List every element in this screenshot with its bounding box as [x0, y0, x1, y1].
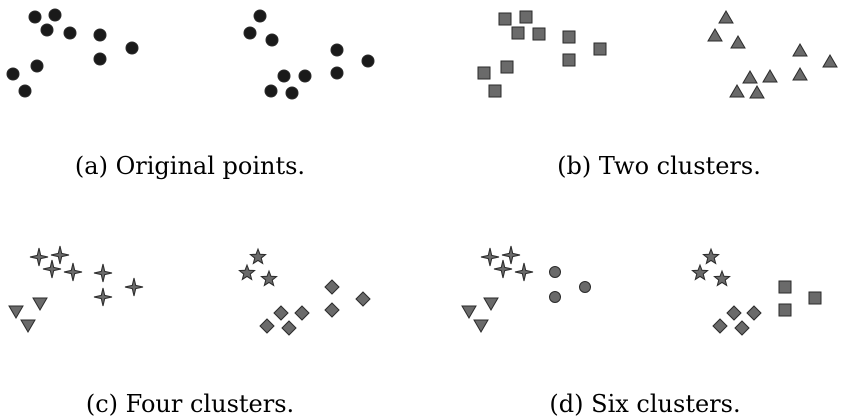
panel-a-markers [6, 8, 375, 100]
star4-marker [29, 247, 49, 267]
triangle-down-marker [483, 297, 499, 311]
circle-marker [579, 281, 591, 293]
diamond-marker [726, 305, 742, 321]
triangle-down-marker [20, 319, 36, 333]
panel-b-caption: (b) Two clusters. [557, 152, 761, 180]
circle-marker [93, 52, 107, 66]
circle-marker [243, 26, 257, 40]
star4-marker [42, 259, 62, 279]
square-marker [562, 30, 576, 44]
panel-a-caption: (a) Original points. [75, 152, 305, 180]
circle-marker [265, 33, 279, 47]
star4-marker [50, 245, 70, 265]
square-marker [778, 303, 792, 317]
star4-marker [501, 245, 521, 265]
square-marker [808, 291, 822, 305]
triangle-down-marker [473, 319, 489, 333]
circle-marker [30, 59, 44, 73]
square-marker [511, 26, 525, 40]
circle-marker [6, 67, 20, 81]
triangle-up-marker [742, 70, 758, 84]
circle-marker [549, 266, 561, 278]
star5-marker [249, 247, 267, 265]
square-marker [488, 84, 502, 98]
circle-marker [63, 26, 77, 40]
panel-c-caption: (c) Four clusters. [86, 390, 294, 418]
panel-b: (b) Two clusters. [477, 10, 838, 180]
circle-marker [330, 66, 344, 80]
panel-d: (d) Six clusters. [461, 245, 822, 418]
circle-marker [28, 10, 42, 24]
triangle-down-marker [8, 305, 24, 319]
star4-marker [93, 287, 113, 307]
square-marker [500, 60, 514, 74]
circle-marker [285, 86, 299, 100]
panel-c: (c) Four clusters. [8, 245, 371, 418]
square-marker [562, 53, 576, 67]
diamond-marker [324, 279, 340, 295]
star5-marker [713, 269, 731, 287]
diamond-marker [324, 302, 340, 318]
star5-marker [260, 269, 278, 287]
star5-marker [238, 263, 256, 281]
diamond-marker [734, 320, 750, 336]
square-marker [778, 280, 792, 294]
star4-marker [493, 259, 513, 279]
star4-marker [63, 262, 83, 282]
circle-marker [125, 41, 139, 55]
triangle-up-marker [792, 67, 808, 81]
diamond-marker [355, 291, 371, 307]
circle-marker [93, 28, 107, 42]
square-marker [532, 27, 546, 41]
square-marker [519, 10, 533, 24]
triangle-up-marker [792, 43, 808, 57]
circle-marker [330, 43, 344, 57]
panel-d-markers [461, 245, 822, 336]
triangle-up-marker [707, 28, 723, 42]
star4-marker [514, 262, 534, 282]
diamond-marker [259, 318, 275, 334]
diamond-marker [273, 305, 289, 321]
square-marker [593, 42, 607, 56]
triangle-up-marker [730, 35, 746, 49]
star4-marker [124, 277, 144, 297]
diamond-marker [281, 320, 297, 336]
star4-marker [93, 263, 113, 283]
circle-marker [18, 84, 32, 98]
square-marker [498, 12, 512, 26]
triangle-down-marker [461, 305, 477, 319]
triangle-up-marker [729, 84, 745, 98]
triangle-up-marker [762, 69, 778, 83]
square-marker [477, 66, 491, 80]
panel-d-caption: (d) Six clusters. [549, 390, 740, 418]
panel-c-markers [8, 245, 371, 336]
triangle-down-marker [32, 297, 48, 311]
circle-marker [40, 23, 54, 37]
star4-marker [480, 247, 500, 267]
circle-marker [264, 84, 278, 98]
triangle-up-marker [718, 10, 734, 24]
star5-marker [702, 247, 720, 265]
triangle-up-marker [749, 85, 765, 99]
circle-marker [277, 69, 291, 83]
circle-marker [298, 69, 312, 83]
circle-marker [253, 9, 267, 23]
star5-marker [691, 263, 709, 281]
circle-marker [48, 8, 62, 22]
diamond-marker [294, 305, 310, 321]
diamond-marker [746, 305, 762, 321]
panel-b-markers [477, 10, 838, 99]
diamond-marker [712, 318, 728, 334]
circle-marker [549, 291, 561, 303]
triangle-up-marker [822, 54, 838, 68]
panel-a: (a) Original points. [6, 8, 375, 180]
circle-marker [361, 54, 375, 68]
